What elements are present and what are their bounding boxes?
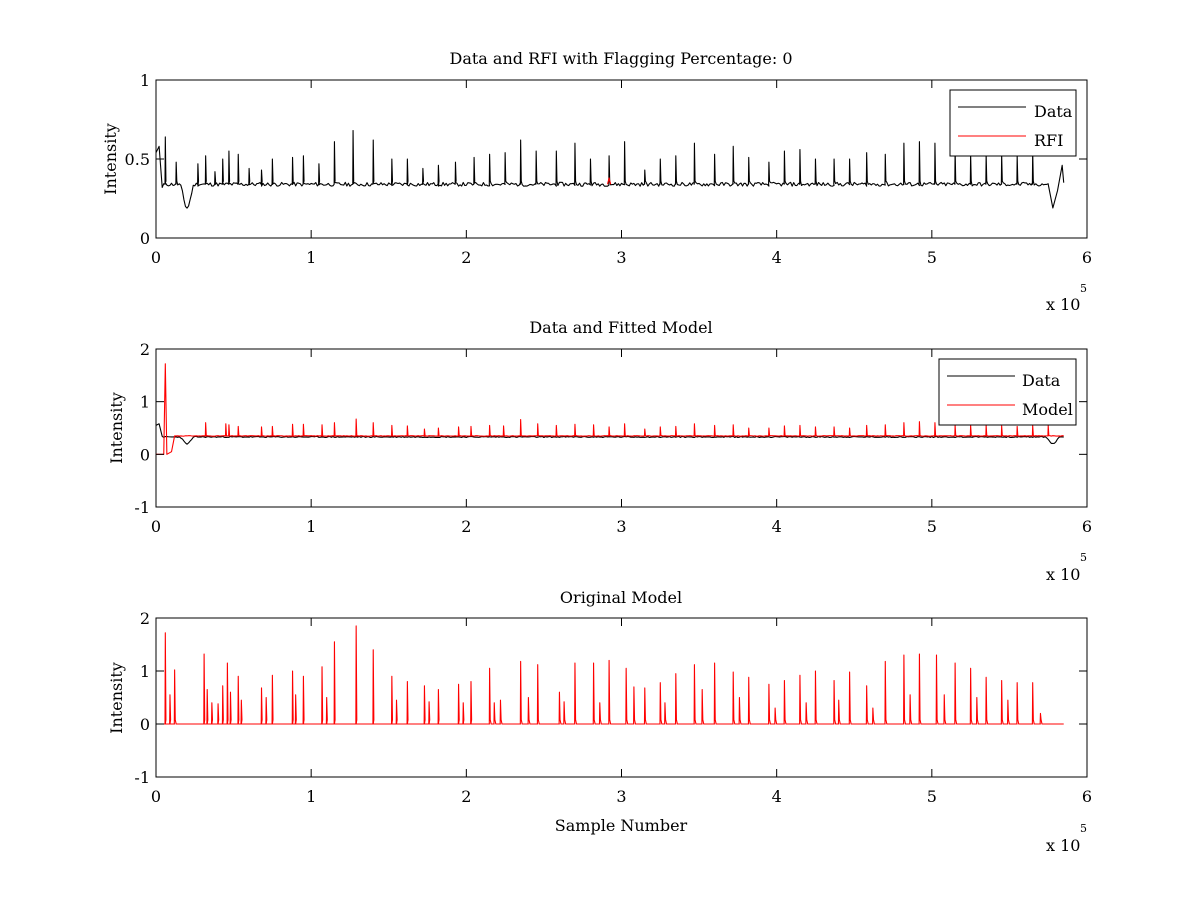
y-tick-label: 0: [140, 715, 150, 734]
y-tick-label: 1: [140, 662, 150, 681]
panel-1-axes: [155, 79, 1088, 239]
x-tick-label: 0: [151, 517, 161, 536]
panel-3-x-exponent: 5: [1080, 822, 1087, 835]
y-tick-label: -1: [134, 768, 150, 787]
y-tick-label: 2: [140, 609, 150, 628]
panel-1-rfi-series: [607, 177, 612, 185]
panel-2-title: Data and Fitted Model: [529, 318, 712, 337]
x-tick-label: 6: [1082, 517, 1092, 536]
x-tick-label: 6: [1082, 787, 1092, 806]
x-tick-label: 3: [616, 787, 626, 806]
y-tick-label: 0: [140, 445, 150, 464]
panel-2-model-series: [156, 363, 1064, 455]
x-tick-label: 1: [306, 787, 316, 806]
panel-3-model-series: [156, 625, 1064, 725]
x-tick-label: 5: [927, 787, 937, 806]
x-tick-label: 2: [461, 517, 471, 536]
y-tick-label: 1: [140, 71, 150, 90]
panel-2-legend-box: [938, 358, 1077, 426]
panel-3-ylabel: Intensity: [107, 662, 126, 734]
panel-1: Data and RFI with Flagging Percentage: 0…: [101, 49, 1092, 314]
y-tick-label: 0.5: [125, 150, 150, 169]
panel-1-x-exponent: 5: [1080, 282, 1087, 295]
panel-3-title: Original Model: [560, 588, 682, 607]
panel-1-title: Data and RFI with Flagging Percentage: 0: [449, 49, 792, 68]
x-tick-label: 6: [1082, 248, 1092, 267]
x-tick-label: 1: [306, 517, 316, 536]
y-tick-label: -1: [134, 498, 150, 517]
panel-2-data-series: [155, 423, 1064, 445]
x-tick-label: 2: [461, 787, 471, 806]
panel-1-x-multiplier: x 10: [1046, 295, 1080, 314]
x-tick-label: 4: [772, 517, 782, 536]
panel-2-ylabel: Intensity: [107, 392, 126, 464]
panel-1-legend-box: [949, 89, 1077, 157]
panel-3-xlabel: Sample Number: [555, 816, 688, 835]
panel-2-x-multiplier: x 10: [1046, 565, 1080, 584]
panel-1-legend: Data RFI: [949, 89, 1077, 157]
panel-1-series: [155, 130, 1065, 209]
panel-1-legend-data-label: Data: [1034, 102, 1073, 121]
panel-2-x-exponent: 5: [1080, 551, 1087, 564]
panel-1-ylabel: Intensity: [101, 123, 120, 195]
x-tick-label: 0: [151, 248, 161, 267]
x-tick-label: 1: [306, 248, 316, 267]
x-tick-label: 4: [772, 787, 782, 806]
panel-2-legend: Data Model: [938, 358, 1077, 426]
panel-2-legend-data-label: Data: [1022, 371, 1061, 390]
x-tick-label: 3: [616, 248, 626, 267]
x-tick-label: 0: [151, 787, 161, 806]
y-tick-label: 0: [140, 229, 150, 248]
x-tick-label: 5: [927, 517, 937, 536]
y-tick-label: 1: [140, 393, 150, 412]
x-tick-label: 5: [927, 248, 937, 267]
panel-2-legend-model-label: Model: [1022, 400, 1073, 419]
panel-1-data-series: [155, 130, 1065, 209]
panel-1-legend-rfi-label: RFI: [1034, 131, 1063, 150]
panel-3-series: [156, 625, 1064, 725]
x-tick-label: 3: [616, 517, 626, 536]
y-tick-label: 2: [140, 340, 150, 359]
panel-2-series: [155, 363, 1064, 455]
x-tick-label: 4: [772, 248, 782, 267]
x-tick-label: 2: [461, 248, 471, 267]
panel-1-ticks: 0 1 2 3 4 5 6 0 0.5 1: [125, 71, 1093, 267]
panel-3-x-multiplier: x 10: [1046, 836, 1080, 855]
